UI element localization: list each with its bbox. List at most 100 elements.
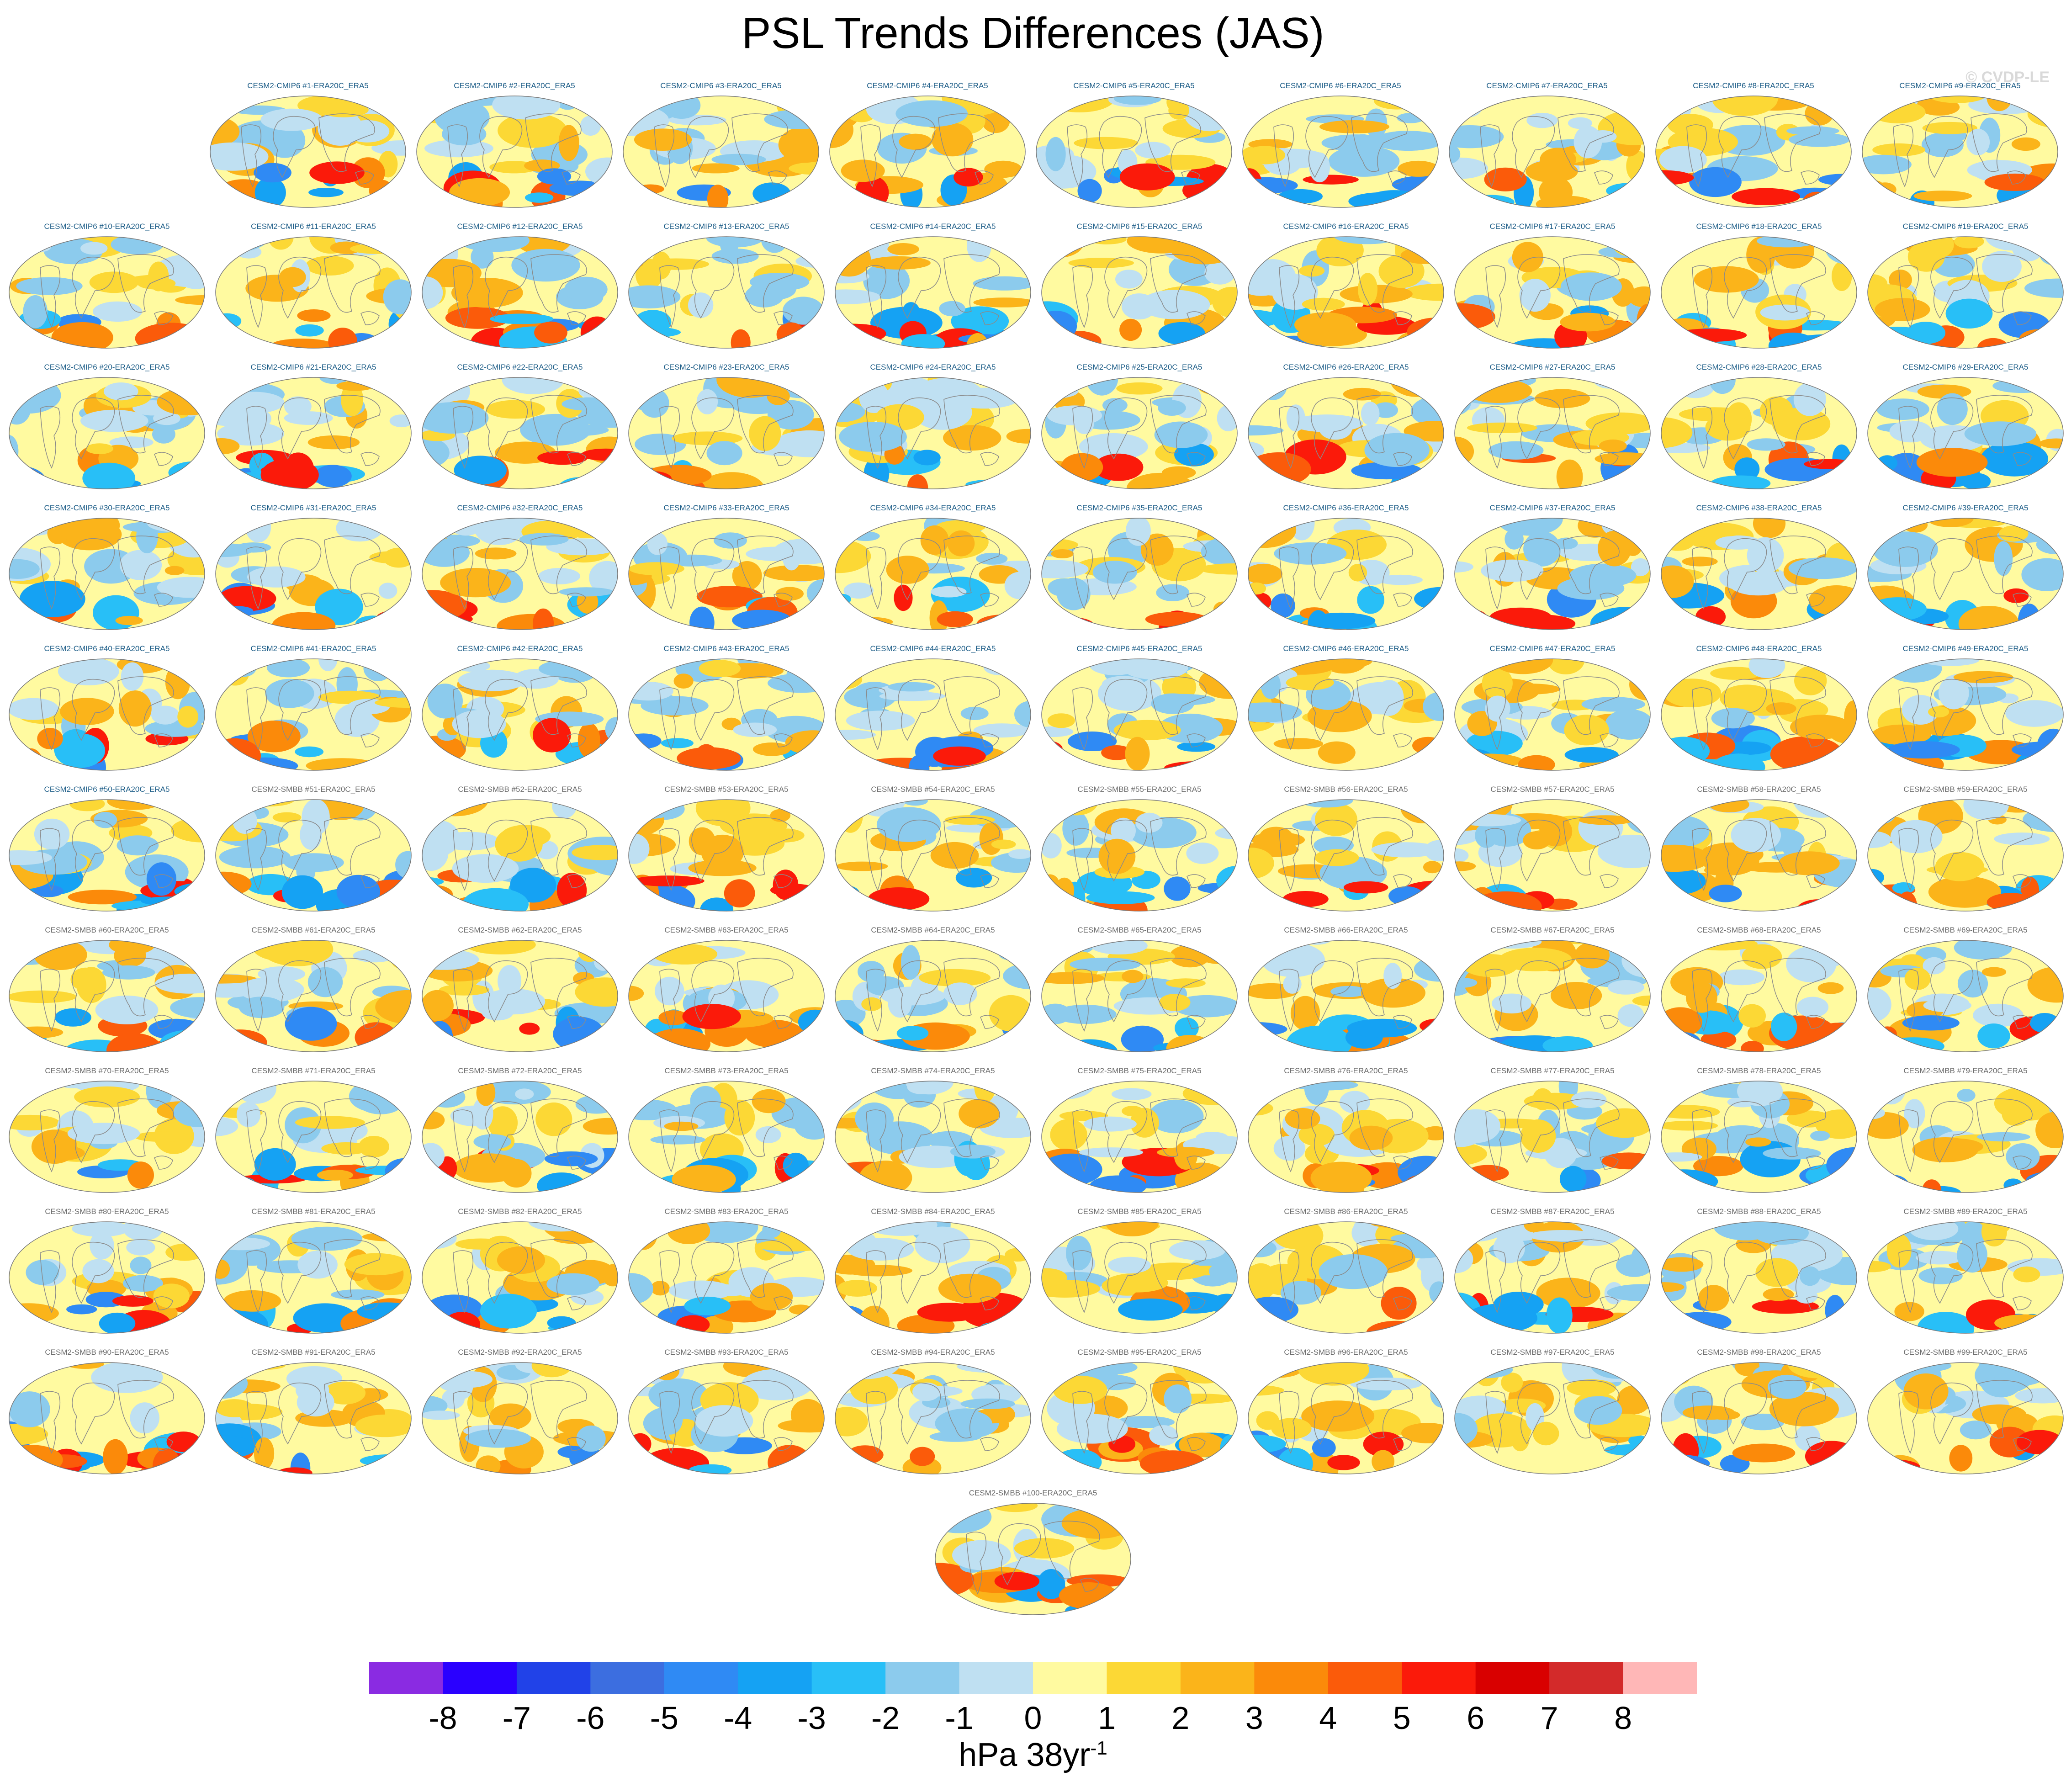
- map-border: [1661, 658, 1857, 771]
- trend-contour: [1734, 457, 1760, 481]
- map-border: [215, 658, 412, 771]
- trend-contour: [658, 1010, 689, 1025]
- trend-contour: [835, 1175, 861, 1193]
- trend-contour: [479, 1081, 551, 1105]
- coastline: [860, 113, 995, 187]
- panel-title: CESM2-CMIP6 #47-ERA20C_ERA5: [1489, 644, 1616, 653]
- trend-contour: [1560, 313, 1616, 332]
- map-panel: [628, 236, 825, 349]
- trend-contour: [1105, 1222, 1159, 1236]
- trend-contour: [861, 997, 882, 1011]
- trend-contour: [973, 723, 1030, 738]
- trend-contour: [987, 1222, 1031, 1232]
- trend-contour: [72, 1222, 130, 1237]
- trend-contour: [2039, 438, 2063, 449]
- panel-title: CESM2-CMIP6 #30-ERA20C_ERA5: [44, 504, 170, 512]
- trend-contour: [767, 387, 790, 405]
- trend-contour: [930, 586, 967, 598]
- trend-contour: [1669, 1032, 1701, 1052]
- panel-title: CESM2-SMBB #73-ERA20C_ERA5: [664, 1066, 789, 1075]
- trend-contour: [498, 113, 567, 148]
- trend-contour: [93, 811, 117, 828]
- coastline: [40, 1380, 174, 1454]
- trend-contour: [68, 890, 137, 905]
- colorbar-segment: [1623, 1662, 1697, 1694]
- trend-contour: [684, 1296, 731, 1315]
- coastline: [1898, 1098, 2033, 1172]
- trend-contour: [1006, 429, 1031, 444]
- trend-contour: [319, 377, 350, 384]
- trend-contour: [629, 1325, 672, 1333]
- trend-contour: [216, 1373, 231, 1385]
- trend-contour: [973, 276, 1031, 291]
- trend-contour: [376, 1082, 411, 1098]
- map-panel: [1867, 1362, 2064, 1474]
- map-panel: [628, 799, 825, 912]
- trend-contour: [907, 1081, 936, 1094]
- trend-contour: [1042, 1268, 1067, 1287]
- trend-contour: [160, 761, 187, 770]
- map-panel: [416, 95, 613, 208]
- trend-contour: [1125, 518, 1151, 546]
- trend-contour: [1358, 273, 1377, 306]
- trend-contour: [1381, 1287, 1417, 1320]
- trend-contour: [954, 168, 983, 187]
- trend-contour: [577, 722, 600, 758]
- trend-contour: [720, 813, 788, 838]
- trend-contour: [2029, 1315, 2063, 1333]
- trend-contour: [296, 1378, 329, 1402]
- panel-title: CESM2-SMBB #89-ERA20C_ERA5: [1903, 1207, 2028, 1216]
- trend-contour: [688, 859, 757, 876]
- coastline: [1279, 676, 1413, 750]
- coastline: [1692, 535, 1826, 610]
- trend-contour: [1805, 101, 1834, 126]
- trend-contour: [1581, 697, 1646, 712]
- map-border: [215, 799, 412, 912]
- trend-contour: [148, 261, 169, 292]
- trend-contour: [1680, 526, 1748, 537]
- trend-contour: [1066, 1235, 1092, 1271]
- trend-contour: [1902, 695, 1939, 725]
- panel-title: CESM2-SMBB #58-ERA20C_ERA5: [1697, 785, 1821, 794]
- map-panel: [1248, 236, 1444, 349]
- trend-contour: [1314, 849, 1359, 866]
- trend-contour: [2020, 876, 2040, 906]
- colorbar-tick-label: -3: [797, 1700, 826, 1736]
- map-panel: [215, 1221, 412, 1334]
- trend-contour: [1868, 802, 1896, 824]
- trend-contour: [2002, 1102, 2029, 1126]
- trend-contour: [1343, 659, 1372, 667]
- trend-contour: [1903, 518, 1928, 533]
- panel-title: CESM2-SMBB #72-ERA20C_ERA5: [458, 1066, 582, 1075]
- trend-contour: [1887, 741, 1960, 759]
- trend-contour: [1679, 407, 1749, 421]
- trend-contour: [388, 237, 411, 259]
- coastline: [1485, 958, 1620, 1032]
- trend-contour: [763, 565, 824, 582]
- trend-contour: [1102, 676, 1145, 693]
- trend-contour: [1800, 1266, 1820, 1286]
- map-border: [1036, 95, 1232, 208]
- trend-contour: [939, 301, 965, 317]
- trend-contour: [902, 302, 920, 324]
- trend-contour: [538, 660, 599, 678]
- trend-contour: [295, 324, 324, 337]
- map-border: [1454, 518, 1651, 630]
- trend-contour: [787, 1222, 824, 1229]
- trend-contour: [1790, 715, 1852, 740]
- trend-contour: [1484, 167, 1527, 191]
- coastline: [246, 1380, 381, 1454]
- colorbar-segment: [1180, 1662, 1255, 1694]
- trend-contour: [1017, 601, 1031, 617]
- trend-contour: [1482, 667, 1513, 699]
- trend-contour: [480, 1294, 537, 1329]
- map-border: [422, 658, 618, 771]
- map-panel: [9, 1221, 205, 1334]
- trend-contour: [1616, 1254, 1650, 1277]
- trend-contour: [629, 986, 644, 1001]
- map-panel: [215, 518, 412, 630]
- trend-contour: [1006, 800, 1031, 812]
- trend-contour: [1361, 402, 1380, 426]
- map-panel: [1248, 1362, 1444, 1474]
- trend-contour: [1455, 1142, 1487, 1166]
